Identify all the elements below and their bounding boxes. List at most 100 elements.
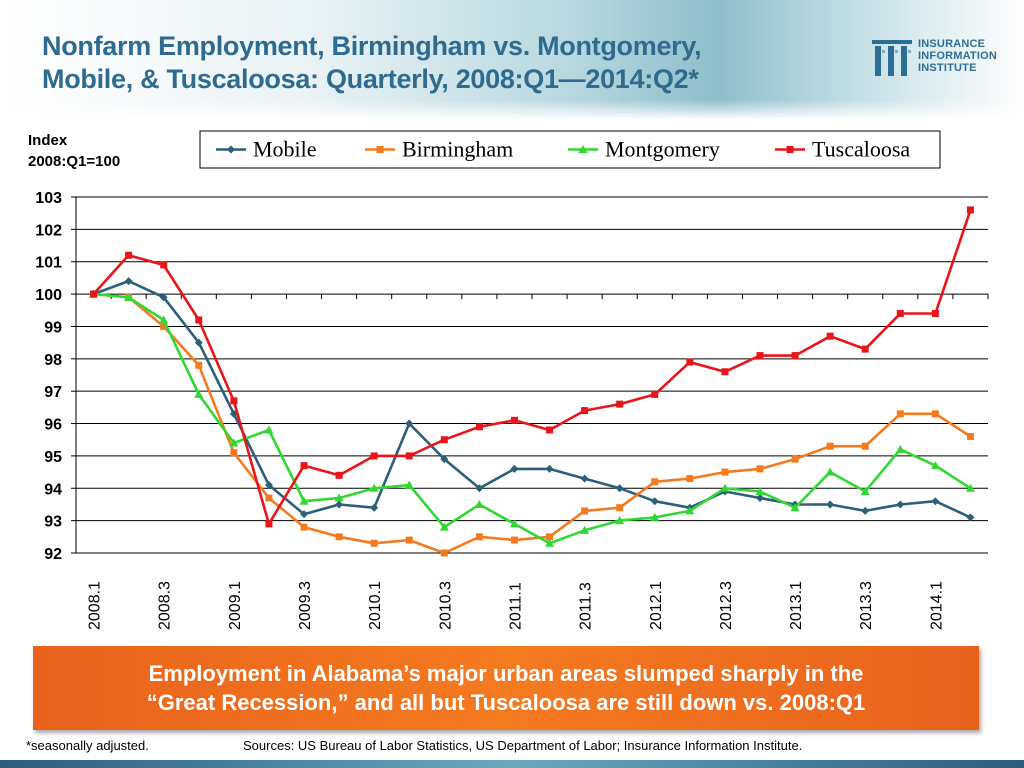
montgomery-point — [194, 389, 204, 398]
slide-title-line2: Mobile, & Tuscaloosa: Quarterly, 2008:Q1… — [42, 64, 699, 94]
tuscaloosa-point — [861, 345, 869, 353]
mobile-point — [335, 500, 344, 509]
x-tick-label: 2012.1 — [648, 581, 665, 630]
sources: Sources: US Bureau of Labor Statistics, … — [243, 738, 803, 753]
birmingham-point — [861, 442, 869, 450]
bottom-bar — [0, 760, 1024, 768]
mobile-point — [124, 277, 133, 286]
employment-line-chart: 92 93 94 95 96 97 98 99 100 101 102 103 2008.1 2008.3… — [35, 130, 989, 630]
birmingham-point — [335, 533, 343, 541]
tuscaloosa-point — [475, 423, 483, 431]
legend-marker-montgomery — [578, 145, 588, 153]
legend-label-mobile: Mobile — [253, 137, 317, 162]
logo-line3: INSTITUTE — [918, 62, 977, 74]
birmingham-point — [195, 361, 203, 369]
montgomery-point — [755, 487, 765, 496]
tuscaloosa-point — [265, 520, 273, 528]
x-tick-label: 2009.3 — [297, 581, 314, 630]
header-band — [0, 0, 1024, 118]
birmingham-point — [896, 410, 904, 418]
callout-line1: Employment in Alabama’s major urban area… — [148, 661, 864, 686]
tuscaloosa-series-line — [92, 209, 972, 526]
mobile-point — [545, 464, 554, 473]
x-tick-label: 2009.1 — [227, 581, 244, 630]
y-tick-label: 99 — [44, 319, 62, 336]
birmingham-point — [966, 432, 974, 440]
tuscaloosa-point — [616, 400, 624, 408]
legend-marker-tuscaloosa — [786, 146, 794, 153]
tuscaloosa-point — [370, 452, 378, 460]
birmingham-point — [651, 478, 659, 486]
y-tick-label: 103 — [35, 190, 62, 207]
tuscaloosa-point — [90, 290, 98, 298]
mobile-point — [510, 464, 519, 473]
legend-label-tuscaloosa: Tuscaloosa — [812, 137, 910, 162]
tuscaloosa-point — [195, 316, 203, 324]
birmingham-point — [616, 504, 624, 512]
montgomery-point — [404, 480, 414, 489]
tuscaloosa-point — [510, 416, 518, 424]
montgomery-point — [264, 425, 274, 434]
montgomery-point — [509, 519, 519, 528]
montgomery-point — [474, 499, 484, 508]
slide-title: Nonfarm Employment, Birmingham vs. Montg… — [42, 30, 852, 96]
montgomery-point — [439, 522, 449, 531]
montgomery-point — [965, 483, 975, 492]
y-axis-title-line1: Index — [28, 132, 68, 149]
mobile-point — [475, 484, 484, 493]
birmingham-point — [440, 549, 448, 557]
montgomery-point — [334, 493, 344, 502]
mobile-point — [580, 474, 589, 483]
montgomery-series-line — [93, 292, 972, 545]
x-tick-label: 2013.1 — [788, 581, 805, 630]
montgomery-point — [229, 438, 239, 447]
tuscaloosa-point — [125, 251, 133, 259]
tuscaloosa-point — [651, 390, 659, 398]
birmingham-point — [931, 410, 939, 418]
tuscaloosa-point — [756, 352, 764, 360]
legend-marker-birmingham — [376, 146, 384, 153]
birmingham-point — [370, 539, 378, 547]
logo-line2: INFORMATION — [918, 50, 997, 62]
slide-title-line1: Nonfarm Employment, Birmingham vs. Montg… — [42, 31, 702, 61]
y-tick-label: 98 — [44, 352, 62, 369]
tuscaloosa-point — [160, 261, 168, 269]
birmingham-point — [230, 449, 238, 457]
iii-logo: INSURANCE INFORMATION INSTITUTE — [870, 38, 1020, 80]
mobile-point — [931, 497, 940, 506]
mobile-point — [405, 419, 414, 428]
mobile-point — [650, 497, 659, 506]
birmingham-point — [300, 523, 308, 531]
tuscaloosa-point — [300, 462, 308, 470]
x-tick-label: 2012.3 — [718, 581, 735, 630]
x-tick-label: 2010.3 — [437, 581, 454, 630]
logo-line1: INSURANCE — [918, 38, 986, 50]
mobile-point — [264, 481, 273, 490]
tuscaloosa-point — [546, 426, 554, 434]
y-tick-label: 101 — [35, 255, 62, 272]
birmingham-point — [265, 494, 273, 502]
x-tick-label: 2011.3 — [578, 582, 595, 630]
birmingham-point — [581, 507, 589, 515]
mobile-point — [615, 484, 624, 493]
birmingham-point — [160, 322, 168, 330]
x-tick-label: 2008.3 — [157, 581, 174, 630]
mobile-point — [159, 293, 168, 302]
y-tick-label: 96 — [44, 417, 62, 434]
y-tick-label: 100 — [35, 287, 62, 304]
y-tick-label: 94 — [44, 481, 62, 498]
y-tick-label: 95 — [44, 449, 62, 466]
legend-label-birmingham: Birmingham — [402, 137, 513, 162]
x-tick-label: 2013.3 — [858, 581, 875, 630]
tuscaloosa-point — [931, 310, 939, 318]
tuscaloosa-point — [896, 310, 904, 318]
header-fade — [0, 100, 1024, 120]
callout-box: Employment in Alabama’s major urban area… — [33, 646, 979, 730]
tuscaloosa-point — [581, 407, 589, 415]
mobile-point — [370, 503, 379, 512]
birmingham-point — [721, 468, 729, 476]
mobile-point — [896, 500, 905, 509]
tuscaloosa-point — [826, 332, 834, 340]
birmingham-point — [546, 533, 554, 541]
mobile-point — [826, 500, 835, 509]
